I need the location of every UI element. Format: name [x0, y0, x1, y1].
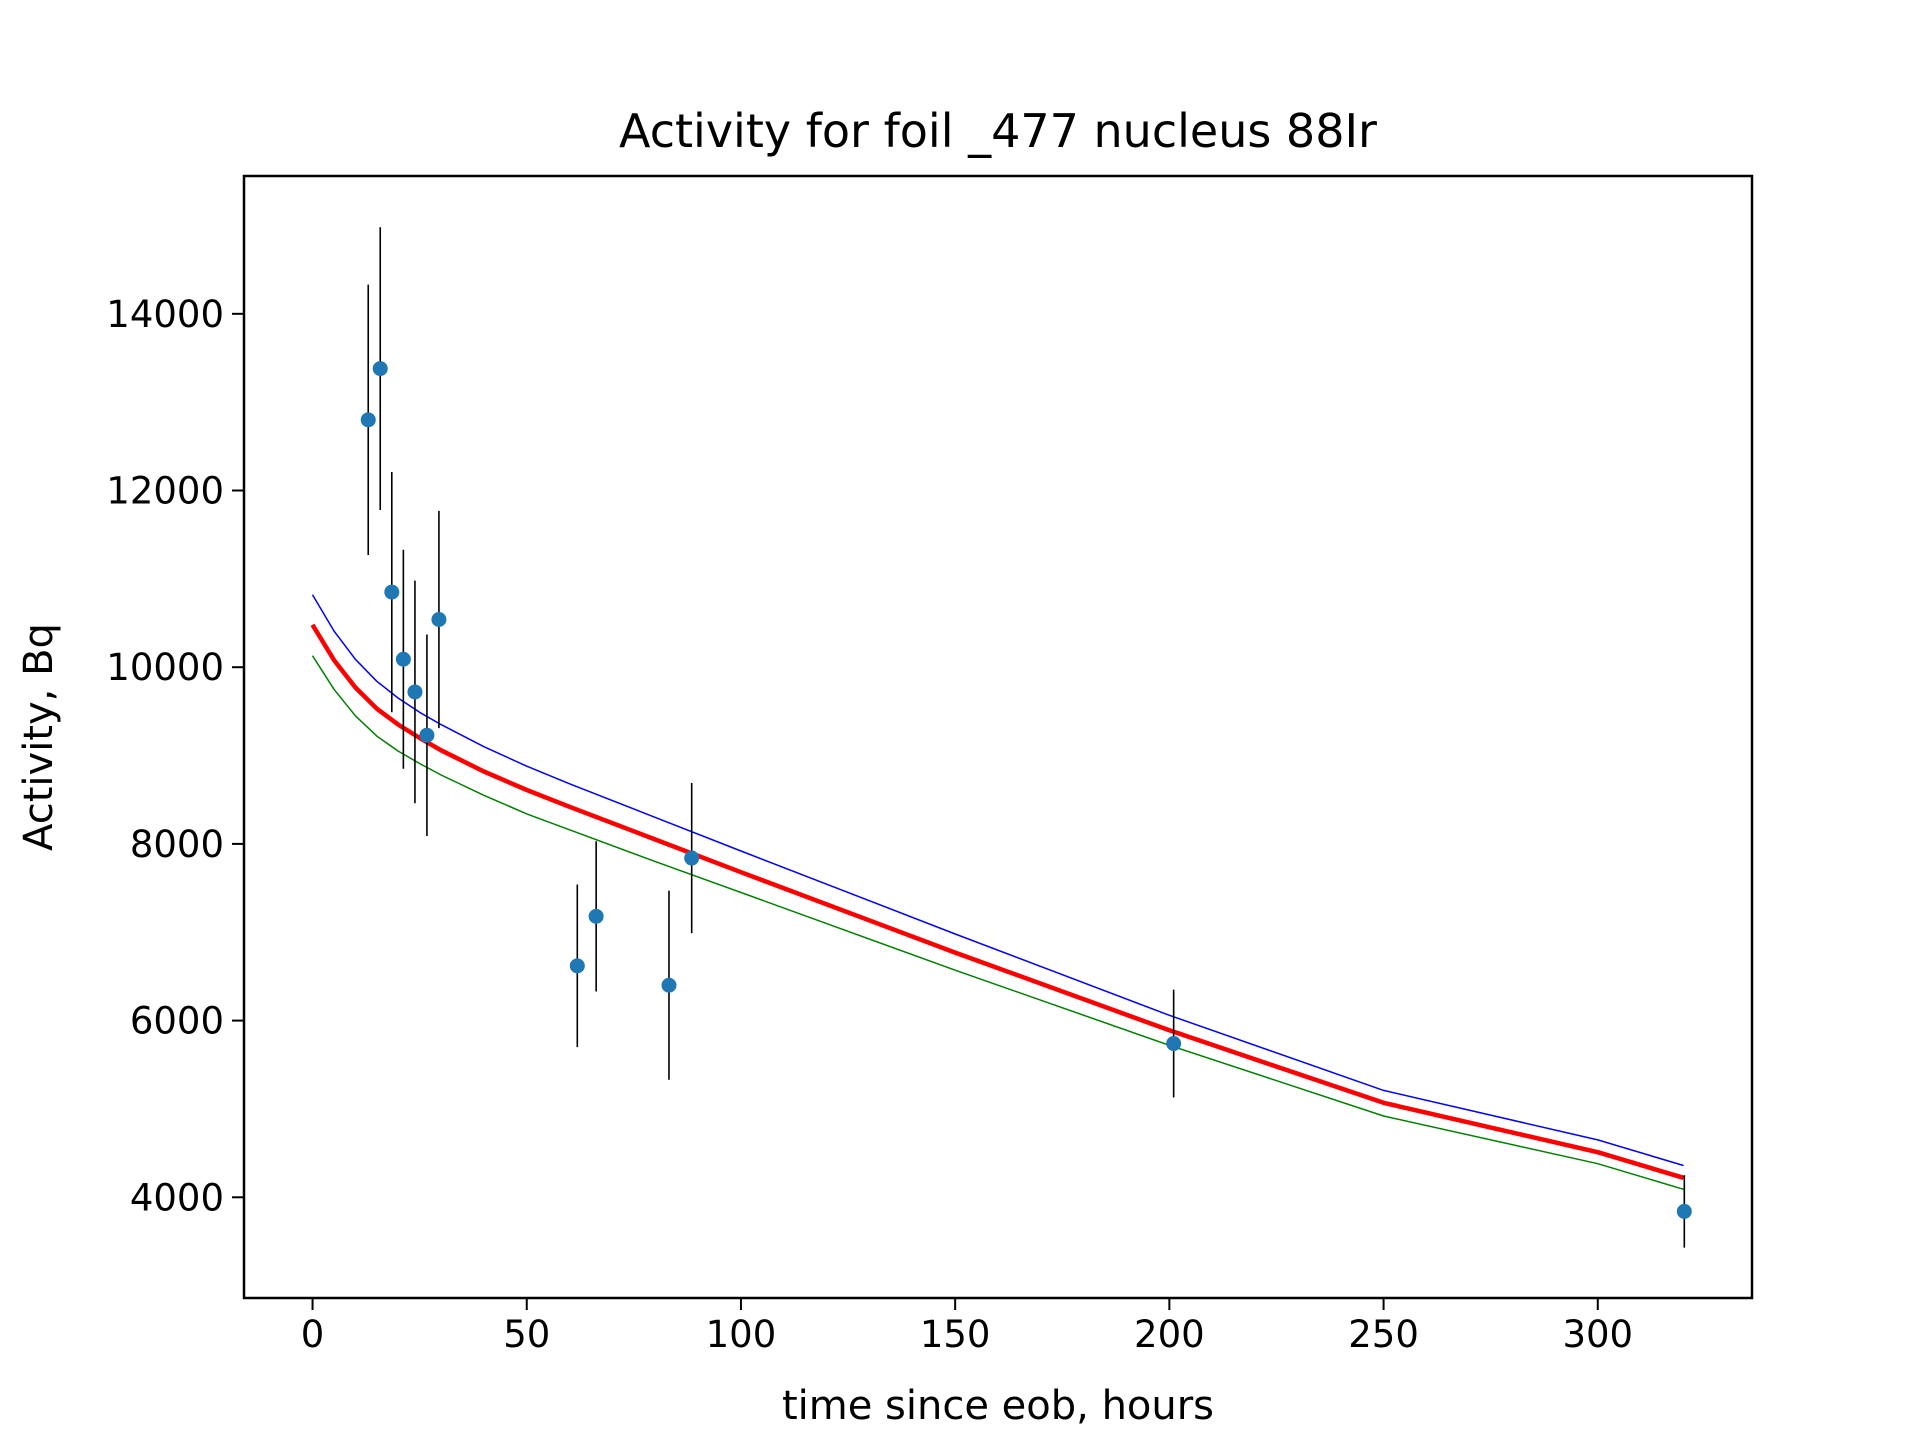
data-point: [372, 361, 388, 377]
x-tick-label: 50: [503, 1313, 550, 1356]
data-point: [431, 611, 447, 627]
data-point: [407, 684, 423, 700]
data-point: [661, 977, 677, 993]
data-point: [684, 850, 700, 866]
x-tick-label: 100: [706, 1313, 777, 1356]
plot-frame: [242, 174, 1754, 1300]
axes: 0 50 100 150 200 250 300 4000 6000 8000 10000 12000…: [106, 293, 1633, 1356]
data-point: [1676, 1203, 1692, 1219]
x-tick-label: 300: [1562, 1313, 1633, 1356]
data-point: [1166, 1036, 1182, 1052]
data-point: [384, 584, 400, 600]
fit-line: [310, 623, 1685, 1180]
data-point: [360, 412, 376, 428]
x-tick-label: 250: [1348, 1313, 1419, 1356]
y-tick-label: 4000: [130, 1176, 224, 1219]
plot-area: [310, 227, 1692, 1248]
data-point: [395, 651, 411, 667]
y-tick-label: 12000: [106, 470, 224, 513]
x-tick-label: 150: [920, 1313, 991, 1356]
y-tick-label: 10000: [106, 646, 224, 689]
y-tick-label: 14000: [106, 293, 224, 336]
chart-title: Activity for foil _477 nucleus 88Ir: [619, 104, 1377, 158]
x-tick-label: 200: [1134, 1313, 1205, 1356]
data-point: [569, 958, 585, 974]
data-point: [419, 727, 435, 743]
data-point: [588, 908, 604, 924]
y-axis-title: Activity, Bq: [16, 623, 62, 851]
x-tick-label: 0: [301, 1313, 325, 1356]
y-tick-label: 8000: [130, 823, 224, 866]
y-tick-label: 6000: [130, 1000, 224, 1043]
upper-bound-line: [311, 594, 1684, 1167]
x-axis-title: time since eob, hours: [782, 1383, 1214, 1429]
lower-bound-line: [311, 655, 1684, 1191]
